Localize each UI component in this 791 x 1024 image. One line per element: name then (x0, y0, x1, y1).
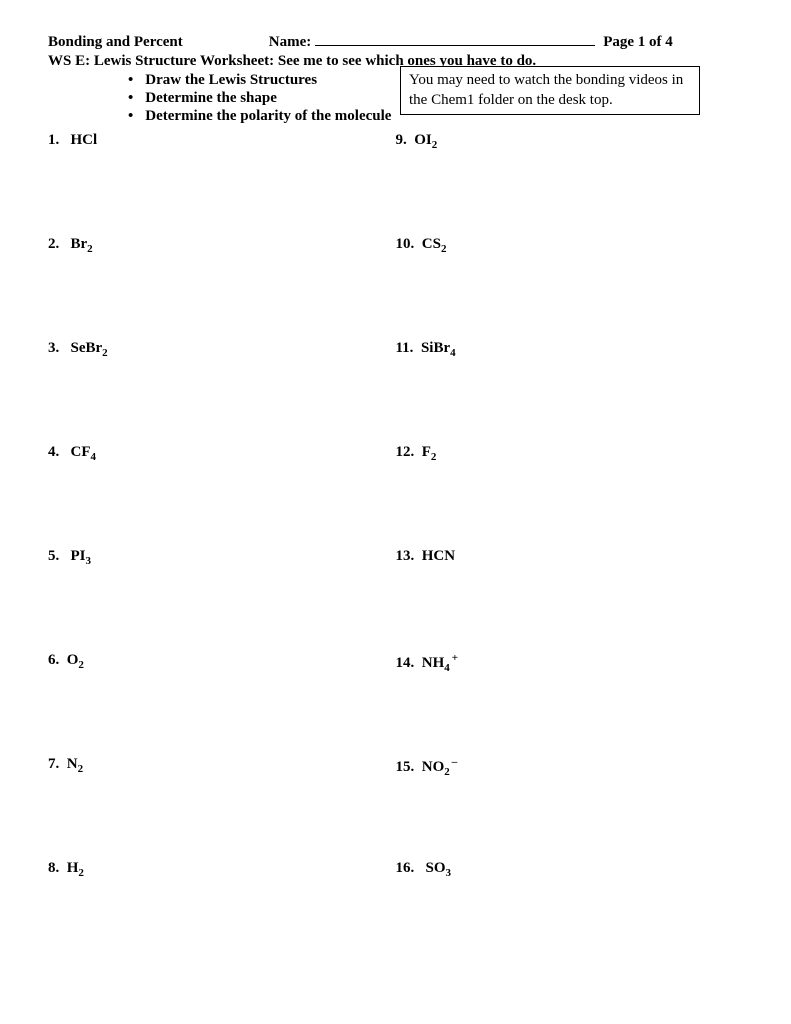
bullet-item: Determine the shape (128, 90, 391, 107)
problem-number: 3. (48, 340, 59, 356)
problem-item: 8. H2 (48, 860, 396, 964)
problem-formula: HCN (422, 548, 455, 564)
problem-spacer (414, 655, 422, 671)
problem-item: 9. OI2 (396, 132, 744, 236)
problem-spacer (414, 444, 422, 460)
formula-subscript: 2 (78, 867, 84, 879)
problem-formula: HCl (71, 132, 98, 148)
problem-spacer (59, 652, 67, 668)
problem-formula: N (67, 756, 78, 772)
problem-number: 2. (48, 236, 59, 252)
problem-formula: F (422, 444, 431, 460)
problems-column-right: 9. OI210. CS211. SiBr412. F213. HCN14. N… (396, 132, 744, 964)
problem-formula: SO (426, 860, 446, 876)
problem-formula: CS (422, 236, 441, 252)
formula-subscript: 3 (446, 867, 452, 879)
problem-number: 13. (396, 548, 415, 564)
problem-item: 3. SeBr2 (48, 340, 396, 444)
problem-spacer (59, 548, 70, 564)
formula-subscript: 4 (450, 347, 456, 359)
problem-formula: NH (422, 655, 445, 671)
problem-spacer (59, 860, 67, 876)
formula-superscript: – (452, 756, 458, 768)
problem-formula: Br (71, 236, 88, 252)
problem-spacer (59, 444, 70, 460)
formula-subscript: 2 (444, 766, 450, 778)
problem-spacer (59, 236, 70, 252)
problem-formula: O (67, 652, 79, 668)
problem-number: 4. (48, 444, 59, 460)
problem-formula: SeBr (71, 340, 103, 356)
problem-item: 4. CF4 (48, 444, 396, 548)
problem-spacer (59, 340, 70, 356)
formula-subscript: 3 (86, 555, 92, 567)
hint-note-box: You may need to watch the bonding videos… (400, 66, 700, 115)
problem-formula: NO (422, 759, 445, 775)
problem-spacer (414, 236, 422, 252)
formula-subscript: 2 (432, 139, 438, 151)
problem-spacer (59, 756, 67, 772)
name-blank-line[interactable] (315, 32, 595, 46)
problem-formula: OI (414, 132, 432, 148)
formula-subscript: 2 (78, 659, 84, 671)
formula-subscript: 2 (431, 451, 437, 463)
problem-formula: H (67, 860, 79, 876)
problems-column-left: 1. HCl2. Br23. SeBr24. CF45. PI36. O27. … (48, 132, 396, 964)
problem-item: 10. CS2 (396, 236, 744, 340)
problem-number: 7. (48, 756, 59, 772)
problem-item: 2. Br2 (48, 236, 396, 340)
problem-item: 5. PI3 (48, 548, 396, 652)
formula-subscript: 2 (102, 347, 108, 359)
problem-number: 8. (48, 860, 59, 876)
problem-spacer (414, 548, 422, 564)
bullet-item: Determine the polarity of the molecule (128, 108, 391, 125)
problem-item: 6. O2 (48, 652, 396, 756)
problem-number: 5. (48, 548, 59, 564)
page-indicator: Page 1 of 4 (603, 34, 673, 51)
problem-item: 13. HCN (396, 548, 744, 652)
problem-item: 14. NH4+ (396, 652, 744, 756)
bullet-item: Draw the Lewis Structures (128, 72, 391, 89)
formula-subscript: 4 (91, 451, 97, 463)
formula-subscript: 4 (444, 662, 450, 674)
problem-item: 1. HCl (48, 132, 396, 236)
name-label: Name: (269, 34, 311, 51)
problems-grid: 1. HCl2. Br23. SeBr24. CF45. PI36. O27. … (48, 132, 743, 964)
problem-item: 16. SO3 (396, 860, 744, 964)
formula-superscript: + (452, 652, 458, 664)
problem-number: 15. (396, 759, 415, 775)
formula-subscript: 2 (78, 763, 84, 775)
problem-number: 9. (396, 132, 407, 148)
problem-number: 11. (396, 340, 414, 356)
formula-subscript: 2 (441, 243, 447, 255)
problem-spacer (59, 132, 70, 148)
problem-number: 6. (48, 652, 59, 668)
problem-spacer (414, 759, 422, 775)
problem-item: 15. NO2– (396, 756, 744, 860)
problem-number: 14. (396, 655, 415, 671)
formula-subscript: 2 (87, 243, 93, 255)
problem-number: 10. (396, 236, 415, 252)
course-title: Bonding and Percent (48, 34, 183, 51)
problem-formula: SiBr (421, 340, 450, 356)
header-line-1: Bonding and Percent Name: Page 1 of 4 (48, 32, 743, 51)
instruction-bullets: Draw the Lewis Structures Determine the … (128, 72, 391, 126)
problem-spacer (413, 340, 421, 356)
problem-number: 12. (396, 444, 415, 460)
problem-item: 12. F2 (396, 444, 744, 548)
problem-number: 16. (396, 860, 415, 876)
problem-item: 7. N2 (48, 756, 396, 860)
problem-item: 11. SiBr4 (396, 340, 744, 444)
problem-formula: PI (71, 548, 86, 564)
problem-number: 1. (48, 132, 59, 148)
problem-formula: CF (71, 444, 91, 460)
problem-spacer (414, 860, 425, 876)
